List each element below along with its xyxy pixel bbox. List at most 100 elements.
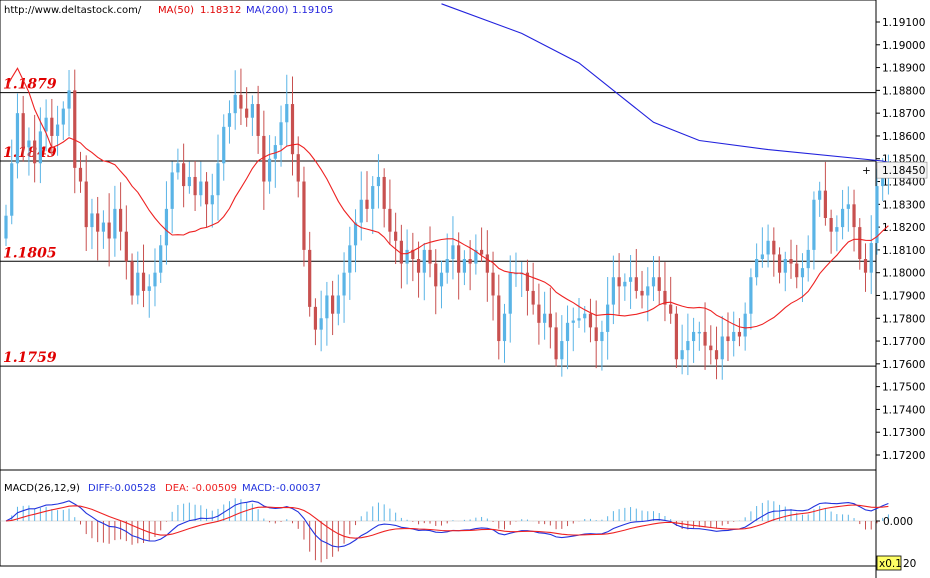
ma200-label: MA(200)	[246, 5, 288, 16]
candle-body	[525, 272, 530, 291]
candle-body	[829, 217, 833, 232]
candle-body	[164, 208, 169, 246]
macd-layer	[0, 498, 889, 563]
candle-body	[863, 259, 868, 273]
candle-body	[497, 295, 501, 342]
candle-body	[772, 240, 776, 255]
candle-body	[680, 350, 684, 360]
candle-body	[67, 90, 71, 109]
candle-body	[336, 295, 340, 314]
candle-body	[697, 331, 701, 334]
candle-body	[399, 240, 403, 264]
candle-body	[703, 331, 707, 346]
candle-body	[382, 176, 386, 209]
candle-body	[548, 313, 552, 328]
candle-body	[319, 318, 323, 330]
candle-body	[416, 259, 421, 273]
candle-body	[96, 213, 100, 232]
candle-body	[4, 215, 8, 239]
candle-body	[554, 327, 558, 360]
candle-body	[411, 249, 415, 260]
level-label: 1.1849	[3, 145, 57, 161]
candle-body	[749, 277, 753, 314]
candle-body	[686, 341, 690, 351]
candle-body	[107, 222, 111, 239]
candle-body	[348, 245, 352, 273]
macd-macd-label: MACD:	[242, 483, 275, 494]
candle-body	[119, 208, 123, 232]
last-price-box	[876, 161, 928, 179]
candle-body	[84, 181, 88, 228]
candle-body	[840, 208, 845, 228]
candle-body	[359, 199, 363, 223]
candle-body	[766, 240, 770, 255]
price-plot-frame	[0, 0, 877, 471]
ma200-line	[441, 3, 923, 171]
candle-body	[674, 313, 679, 360]
candle-body	[795, 263, 799, 278]
price-tick-label: 1.18800	[882, 85, 925, 97]
header-url[interactable]: http://www.deltastock.com/	[4, 5, 142, 16]
price-tick-label: 1.17500	[882, 382, 925, 394]
candle-body	[537, 304, 541, 323]
last-price-label: 1.18450	[882, 165, 925, 177]
scale-toggle-label[interactable]: x0.1	[879, 558, 902, 570]
candle-body	[216, 163, 220, 196]
candle-body	[376, 176, 381, 187]
candle-body	[806, 249, 810, 269]
candle-body	[199, 181, 203, 196]
candle-body	[170, 172, 174, 209]
candle-body	[543, 313, 547, 323]
candle-body	[176, 163, 180, 173]
candle-body	[388, 208, 392, 232]
candle-body	[101, 222, 106, 232]
candle-body	[55, 124, 60, 136]
candle-body	[657, 277, 661, 291]
candle-body	[812, 199, 816, 250]
price-tick-label: 1.19100	[882, 17, 925, 29]
candle-body	[818, 190, 822, 200]
candle-body	[193, 176, 197, 196]
candle-body	[669, 304, 673, 314]
candle-body	[342, 272, 346, 296]
candle-body	[720, 336, 724, 360]
candle-body	[623, 281, 627, 287]
candle-body	[789, 259, 793, 264]
candle-body	[130, 261, 134, 296]
candle-body	[628, 277, 633, 282]
candle-body	[250, 104, 254, 118]
candle-body	[714, 350, 719, 360]
candle-body	[428, 249, 432, 264]
price-tick-label: 1.17900	[882, 290, 925, 302]
macd-title: MACD(26,12,9)	[4, 483, 80, 494]
price-tick-label: 1.18100	[882, 245, 925, 257]
candle-body	[50, 117, 54, 136]
candle-body	[451, 245, 455, 260]
candle-body	[692, 331, 696, 342]
candle-body	[44, 117, 48, 132]
candle-body	[571, 320, 575, 323]
candle-body	[445, 259, 449, 273]
candle-body	[858, 227, 862, 260]
scale-toggle-box[interactable]	[876, 555, 902, 571]
candle-body	[640, 290, 644, 296]
level-label: 1.1879	[3, 77, 57, 93]
candle-body	[565, 322, 570, 342]
price-layer: 1.19100 1.19000 1.18900 1.18800 1.18700 1.186…	[0, 3, 928, 462]
candle-body	[147, 286, 151, 291]
candle-body	[353, 222, 358, 246]
price-tick-label: 1.17700	[882, 336, 925, 348]
candle-body	[290, 104, 295, 155]
level-label: 1.1805	[3, 245, 57, 261]
candle-body	[422, 249, 426, 273]
price-tick-label: 1.18000	[882, 268, 925, 280]
candle-body	[210, 195, 214, 205]
price-tick-label: 1.18900	[882, 63, 925, 75]
candle-body	[21, 113, 25, 148]
price-tick-label: 1.17400	[882, 404, 925, 416]
macd-macd-value: -0.00037	[276, 483, 321, 494]
candle-body	[204, 181, 209, 205]
candle-body	[285, 104, 289, 123]
candle-body	[302, 181, 306, 250]
